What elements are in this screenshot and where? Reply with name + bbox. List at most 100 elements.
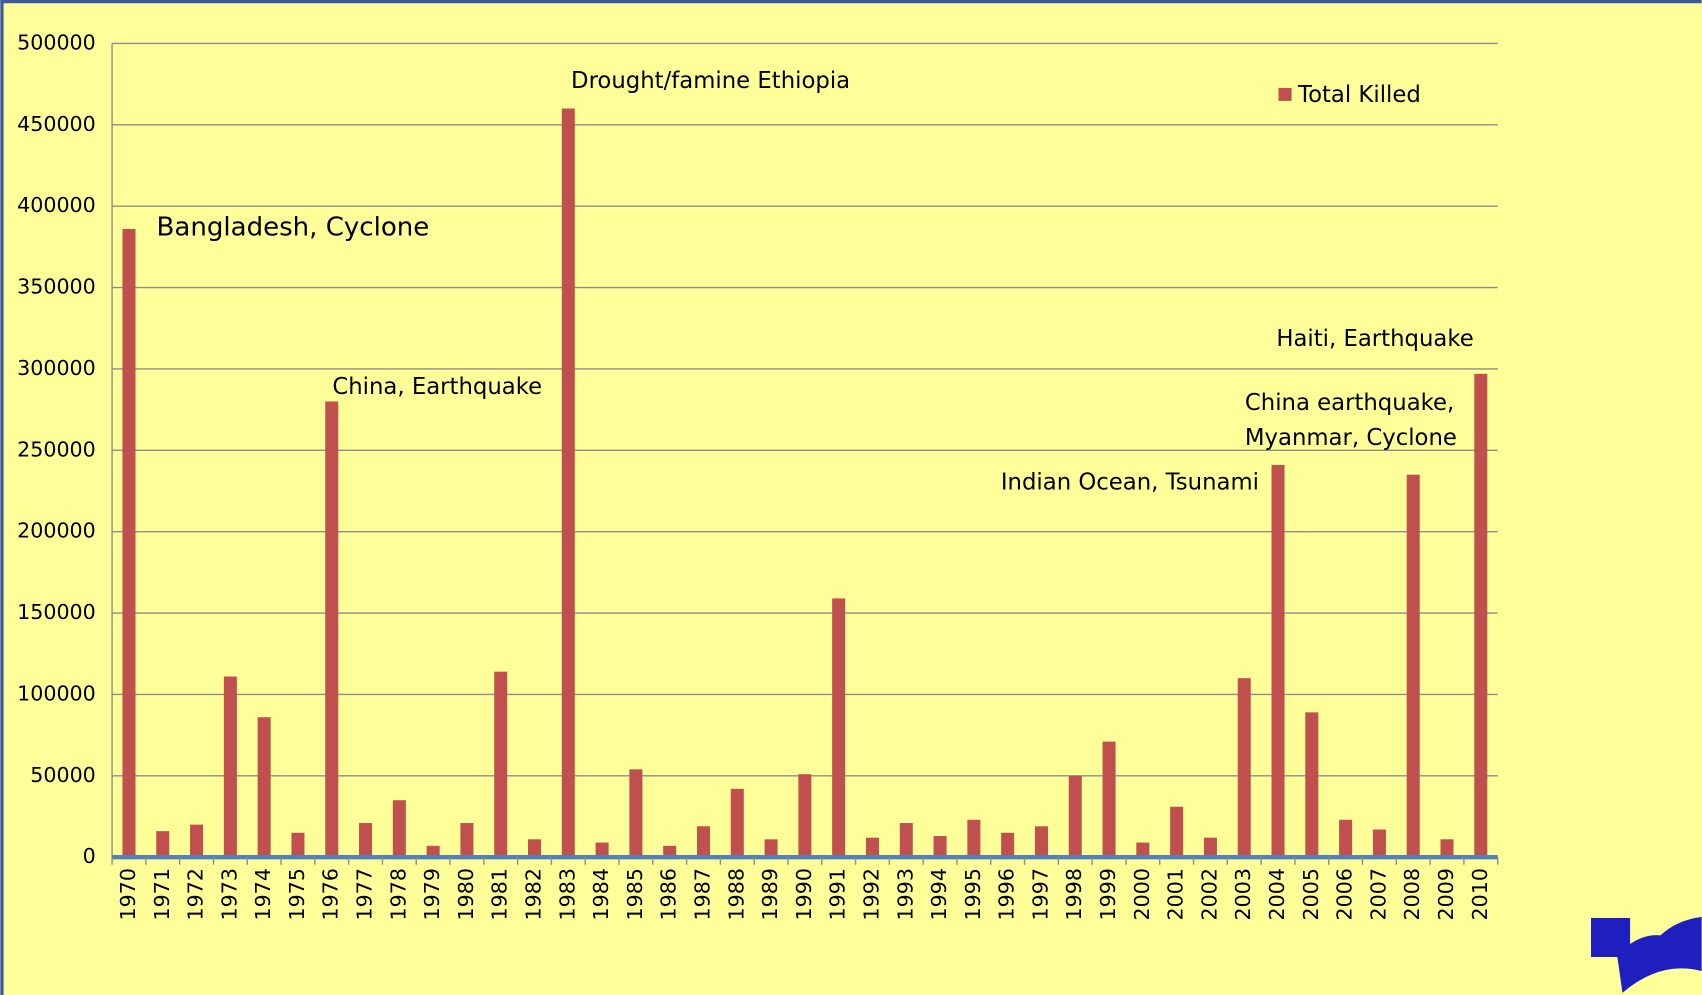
bar xyxy=(1237,678,1251,858)
bar xyxy=(561,108,575,858)
bar xyxy=(1170,806,1184,858)
bar xyxy=(1372,829,1386,858)
x-tick-label: 1999 xyxy=(1096,868,1120,920)
legend-label: Total Killed xyxy=(1297,82,1421,108)
x-tick-label: 2001 xyxy=(1164,868,1188,920)
bar xyxy=(392,800,406,858)
logo-shape xyxy=(1617,916,1702,993)
bar xyxy=(865,837,879,858)
bar xyxy=(595,842,609,858)
y-tick-label: 400000 xyxy=(17,193,96,217)
bar xyxy=(696,826,711,858)
annotation: Myanmar, Cyclone xyxy=(1245,425,1457,451)
x-tick-label: 1987 xyxy=(690,868,714,920)
bar xyxy=(629,769,643,858)
x-tick-label: 1981 xyxy=(488,868,512,920)
x-tick-label: 1978 xyxy=(386,868,410,920)
y-tick-label: 500000 xyxy=(17,30,96,54)
x-tick-label: 1975 xyxy=(285,868,309,920)
x-tick-label: 2009 xyxy=(1434,868,1458,920)
bar xyxy=(1440,839,1454,858)
x-tick-label: 1980 xyxy=(454,868,478,920)
x-tick-label: 2000 xyxy=(1130,868,1154,920)
bar xyxy=(257,717,271,858)
y-tick-label: 0 xyxy=(83,844,96,868)
y-tick-label: 50000 xyxy=(30,763,96,787)
bar xyxy=(325,401,339,858)
y-tick-label: 200000 xyxy=(17,519,96,543)
y-tick-label: 100000 xyxy=(17,681,96,705)
bar xyxy=(190,824,204,858)
x-tick-label: 2003 xyxy=(1231,868,1255,920)
bar xyxy=(156,831,170,858)
x-tick-label: 2010 xyxy=(1468,868,1492,920)
x-tick-label: 1970 xyxy=(116,868,140,920)
annotation: Drought/famine Ethiopia xyxy=(571,68,850,94)
y-tick-label: 350000 xyxy=(17,275,96,299)
bar xyxy=(832,598,846,858)
x-tick-label: 1988 xyxy=(724,868,748,920)
bar xyxy=(967,819,981,858)
x-tick-label: 1976 xyxy=(319,868,343,920)
x-tick-label: 2008 xyxy=(1400,868,1424,920)
bar xyxy=(291,832,305,858)
bar xyxy=(494,671,508,858)
x-tick-label: 1991 xyxy=(826,868,850,920)
bar xyxy=(122,228,136,858)
bar xyxy=(1474,373,1488,858)
annotation: Bangladesh, Cyclone xyxy=(157,212,430,242)
bar xyxy=(460,823,474,858)
bar xyxy=(663,845,677,858)
bar xyxy=(223,676,237,858)
x-tick-label: 1989 xyxy=(758,868,782,920)
annotation: China earthquake, xyxy=(1245,390,1454,416)
bar xyxy=(1068,775,1082,858)
x-tick-label: 1996 xyxy=(995,868,1019,920)
y-tick-label: 300000 xyxy=(17,356,96,380)
x-tick-label: 1982 xyxy=(522,868,546,920)
x-tick-label: 1985 xyxy=(623,868,647,920)
x-tick-label: 1997 xyxy=(1028,868,1052,920)
x-tick-label: 2006 xyxy=(1333,868,1357,920)
x-tick-label: 1992 xyxy=(859,868,883,920)
x-tick-label: 1986 xyxy=(657,868,681,920)
legend-swatch xyxy=(1278,87,1292,101)
x-tick-label: 1977 xyxy=(353,868,377,920)
x-tick-label: 1973 xyxy=(217,868,241,920)
bar xyxy=(798,774,812,858)
bar xyxy=(1001,832,1015,858)
x-tick-label: 1972 xyxy=(184,868,208,920)
bar xyxy=(1136,842,1150,858)
x-tick-label: 1995 xyxy=(961,868,985,920)
bar xyxy=(1203,837,1217,858)
x-tick-label: 1974 xyxy=(251,868,275,920)
x-tick-label: 1994 xyxy=(927,868,951,920)
bar xyxy=(1339,819,1353,858)
bar xyxy=(1102,741,1116,858)
bar xyxy=(730,788,744,858)
bar xyxy=(1034,826,1048,858)
x-tick-label: 1998 xyxy=(1062,868,1086,920)
bar xyxy=(933,836,947,858)
x-tick-label: 1971 xyxy=(150,868,174,920)
x-tick-label: 1990 xyxy=(792,868,816,920)
annotation: Haiti, Earthquake xyxy=(1276,326,1473,352)
bar xyxy=(1305,712,1319,858)
bar xyxy=(426,845,440,858)
x-tick-label: 2007 xyxy=(1366,868,1390,920)
x-tick-label: 1983 xyxy=(555,868,579,920)
x-tick-label: 1984 xyxy=(589,868,613,920)
y-tick-label: 250000 xyxy=(17,437,96,461)
x-tick-label: 2005 xyxy=(1299,868,1323,920)
x-tick-label: 1979 xyxy=(420,868,444,920)
annotation: China, Earthquake xyxy=(332,374,542,400)
bar xyxy=(359,823,373,858)
bar xyxy=(764,839,778,858)
bar xyxy=(528,839,542,858)
bar xyxy=(1271,464,1285,858)
x-tick-label: 1993 xyxy=(893,868,917,920)
bar xyxy=(1406,474,1420,858)
annotation: Indian Ocean, Tsunami xyxy=(1001,469,1259,495)
x-tick-label: 2004 xyxy=(1265,868,1289,920)
